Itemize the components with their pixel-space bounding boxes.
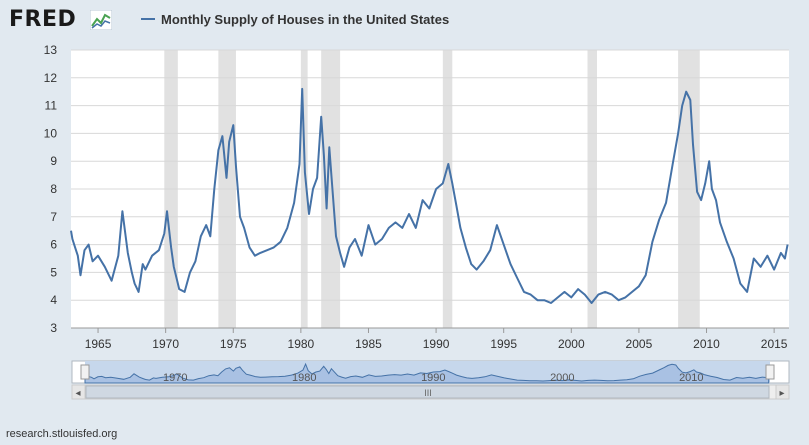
y-tick-label: 10 [44,126,58,140]
legend-line-swatch [141,18,155,20]
x-tick-label: 2015 [761,337,788,351]
x-tick-label: 1980 [288,337,315,351]
x-tick-label: 1970 [152,337,179,351]
legend-label: Monthly Supply of Houses in the United S… [161,11,450,27]
chart-header: FRED Monthly Supply of Houses in the Uni… [0,0,809,40]
navigator-label: 2010 [679,372,703,384]
y-tick-label: 6 [50,238,57,252]
navigator-handle-right[interactable] [765,364,775,380]
fred-logo[interactable]: FRED [9,7,77,32]
navigator-label: 2000 [550,372,574,384]
x-tick-label: 1995 [490,337,517,351]
fred-graph-icon [90,10,112,30]
scroll-right-button[interactable] [775,384,790,400]
navigator-label: 1970 [163,372,187,384]
x-tick-label: 1965 [85,337,112,351]
navigator-series-area [84,362,770,384]
x-tick-label: 1975 [220,337,247,351]
y-tick-label: 8 [50,182,57,196]
y-tick-label: 9 [50,154,57,168]
navigator-label: 1990 [421,372,445,384]
x-tick-label: 1985 [355,337,382,351]
series-legend[interactable]: Monthly Supply of Houses in the United S… [141,10,449,28]
scrollbar-grip-icon: III [424,388,432,398]
x-tick-label: 2010 [693,337,720,351]
y-tick-label: 5 [50,265,57,279]
y-tick-label: 13 [44,43,58,57]
scrollbar-thumb[interactable] [85,385,770,399]
x-tick-label: 1990 [423,337,450,351]
x-tick-label: 2005 [626,337,653,351]
line-chart[interactable]: 3 4 5 6 7 8 9 10 11 12 13 1965 1970 1975 1980 1985 1990 1… [0,40,809,405]
source-link[interactable]: research.stlouisfed.org [6,428,118,440]
y-tick-label: 4 [50,293,57,307]
y-tick-label: 3 [50,321,57,335]
y-tick-label: 11 [45,99,58,113]
arrow-right-icon: ▸ [779,388,784,399]
y-tick-label: 12 [44,71,58,85]
series-line [70,87,789,304]
y-tick-label: 7 [50,210,57,224]
navigator-handle-left[interactable] [80,364,90,380]
arrow-left-icon: ◂ [75,388,80,399]
navigator-label: 1980 [292,372,316,384]
x-tick-label: 2000 [558,337,585,351]
scroll-left-button[interactable] [71,384,86,400]
